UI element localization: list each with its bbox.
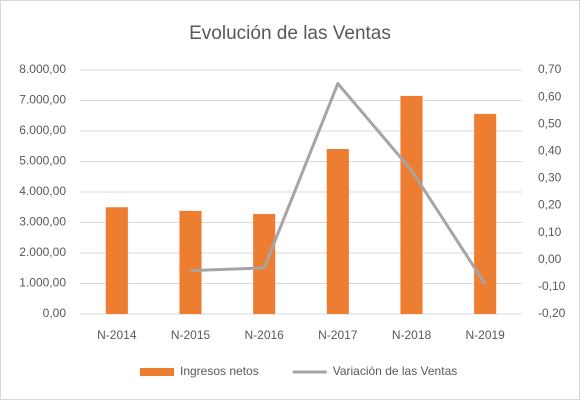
- y2-tick-label: 0,50: [538, 116, 562, 130]
- chart-title: Evolución de las Ventas: [189, 23, 391, 44]
- y-tick-label: 2.000,00: [19, 245, 66, 259]
- y-tick-label: 8.000,00: [19, 62, 66, 76]
- legend-swatch: [140, 368, 174, 376]
- y-tick-label: 7.000,00: [19, 93, 66, 107]
- y-tick-label: 5.000,00: [19, 154, 66, 168]
- y-tick-label: 4.000,00: [19, 184, 66, 198]
- y-tick-label: 1.000,00: [19, 276, 66, 290]
- x-tick-label: N-2016: [244, 328, 284, 342]
- y-tick-label: 0,00: [43, 306, 67, 320]
- line: [190, 82, 487, 285]
- legend-label: Ingresos netos: [180, 364, 259, 378]
- y-tick-label: 3.000,00: [19, 215, 66, 229]
- legend-label: Variación de las Ventas: [333, 364, 458, 378]
- x-tick-label: N-2015: [171, 328, 211, 342]
- y-tick-label: 6.000,00: [19, 123, 66, 137]
- y2-tick-label: 0,40: [538, 144, 562, 158]
- x-tick-label: N-2014: [97, 328, 137, 342]
- y2-tick-label: 0,30: [538, 171, 562, 185]
- y2-tick-label: 0,00: [538, 252, 562, 266]
- y2-tick-label: 0,60: [538, 89, 562, 103]
- bar: [105, 207, 128, 314]
- y2-tick-label: -0,10: [538, 279, 566, 293]
- x-tick-label: N-2017: [318, 328, 358, 342]
- bar: [326, 148, 349, 314]
- y2-tick-label: 0,20: [538, 198, 562, 212]
- y2-tick-label: 0,10: [538, 225, 562, 239]
- y2-tick-label: 0,70: [538, 62, 562, 76]
- y2-tick-label: -0,20: [538, 306, 566, 320]
- bar: [474, 113, 497, 314]
- x-tick-label: N-2019: [465, 328, 505, 342]
- x-tick-label: N-2018: [392, 328, 432, 342]
- bar: [179, 210, 202, 314]
- bar: [400, 95, 423, 314]
